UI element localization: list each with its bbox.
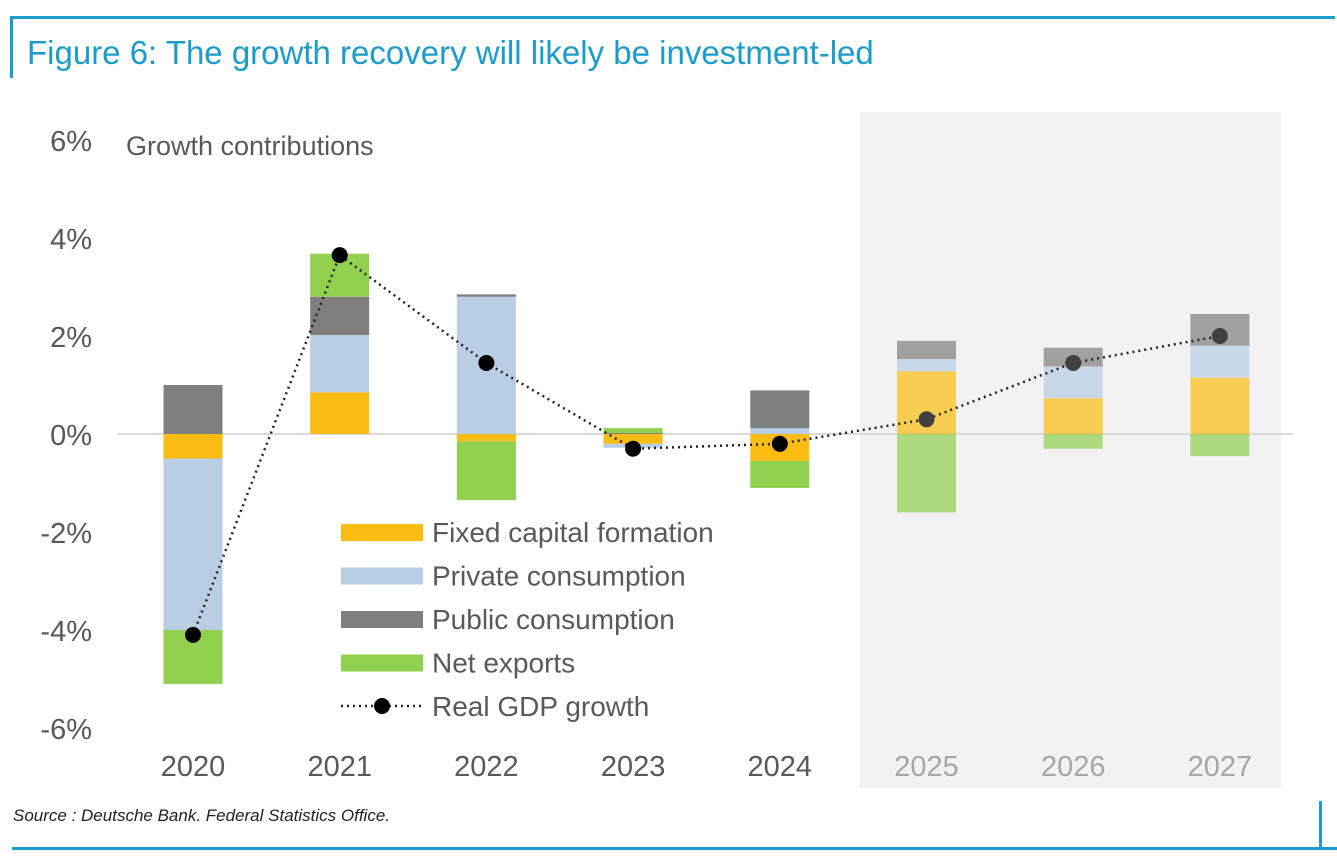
legend-swatch-point: [374, 698, 390, 714]
gdp-point: [918, 411, 935, 428]
bar-segment-fixed-capital-formation: [310, 392, 370, 434]
frame-left-rule: [10, 16, 13, 78]
x-tick-label: 2023: [601, 751, 666, 783]
bar-segment-private-consumption: [897, 359, 956, 372]
legend-label: Real GDP growth: [432, 691, 649, 722]
y-tick-label: 6%: [50, 126, 92, 158]
figure-title: Figure 6: The growth recovery will likel…: [27, 34, 874, 71]
bar-segment-public-consumption: [603, 433, 663, 434]
x-tick-label: 2022: [454, 751, 519, 783]
x-tick-label: 2024: [748, 751, 813, 783]
bar-segment-public-consumption: [310, 296, 370, 336]
gdp-line-series: [185, 247, 1228, 643]
bar-segment-private-consumption: [310, 335, 370, 393]
y-axis: 6% 4% 2% 0% -2% -4% -6%: [40, 126, 92, 746]
bar-segment-fixed-capital-formation: [603, 434, 663, 444]
y-tick-label: 0%: [50, 420, 92, 452]
legend-swatch-net-exports: [341, 654, 423, 672]
gdp-point: [771, 435, 788, 452]
bar-segment-fixed-capital-formation: [163, 434, 223, 459]
x-tick-label: 2027: [1188, 751, 1253, 783]
bar-segment-fixed-capital-formation: [1190, 377, 1250, 434]
legend-label: Private consumption: [432, 561, 686, 592]
bar-segment-fixed-capital-formation: [1043, 398, 1103, 434]
legend-label: Fixed capital formation: [432, 517, 714, 548]
gdp-point: [1065, 354, 1082, 371]
frame-right-rule: [1319, 801, 1322, 850]
legend-swatch-public-consumption: [341, 611, 423, 628]
bar-segment-net-exports: [750, 460, 810, 488]
frame-top-rule: [10, 16, 1335, 19]
y-tick-label: -2%: [40, 518, 92, 550]
bar-segment-net-exports: [456, 441, 516, 501]
y-tick-label: 4%: [50, 224, 92, 256]
x-tick-label: 2020: [161, 751, 226, 783]
legend-swatch-fixed-capital-formation: [341, 524, 423, 541]
legend-swatch-private-consumption: [341, 567, 423, 585]
bar-segment-net-exports: [1043, 434, 1103, 449]
y-tick-label: 2%: [50, 322, 92, 354]
legend-label: Net exports: [432, 648, 575, 679]
bar-segment-net-exports: [897, 434, 956, 513]
x-tick-label: 2021: [307, 751, 372, 783]
x-axis: 2020 2021 2022 2023 2024 2025 2026 2027: [161, 751, 1252, 783]
gdp-point: [478, 354, 495, 371]
bar-segment-net-exports: [603, 428, 663, 434]
legend: Fixed capital formation Private consumpti…: [341, 517, 714, 722]
bar-segment-private-consumption: [163, 458, 223, 630]
legend-label: Public consumption: [432, 604, 675, 635]
gdp-point: [1211, 328, 1228, 344]
bar-segment-fixed-capital-formation: [456, 434, 516, 442]
x-tick-label: 2026: [1041, 751, 1106, 783]
bar-segment-net-exports: [1190, 434, 1250, 457]
x-tick-label: 2025: [894, 751, 959, 783]
bar-segment-public-consumption: [456, 294, 516, 297]
gdp-point: [185, 626, 201, 643]
frame-bottom-rule: [12, 847, 1337, 850]
gdp-point: [331, 247, 348, 264]
gdp-point: [625, 440, 642, 457]
bar-segment-public-consumption: [897, 340, 956, 360]
chart-subtitle: Growth contributions: [126, 131, 374, 161]
bar-segment-private-consumption: [1043, 366, 1103, 399]
bar-segment-private-consumption: [750, 428, 810, 434]
bar-segment-public-consumption: [163, 385, 223, 434]
source-note: Source : Deutsche Bank. Federal Statisti…: [13, 806, 390, 825]
y-tick-label: -6%: [40, 714, 92, 746]
y-tick-label: -4%: [40, 616, 92, 648]
bar-segment-private-consumption: [1190, 345, 1250, 378]
bar-segment-public-consumption: [750, 390, 810, 429]
